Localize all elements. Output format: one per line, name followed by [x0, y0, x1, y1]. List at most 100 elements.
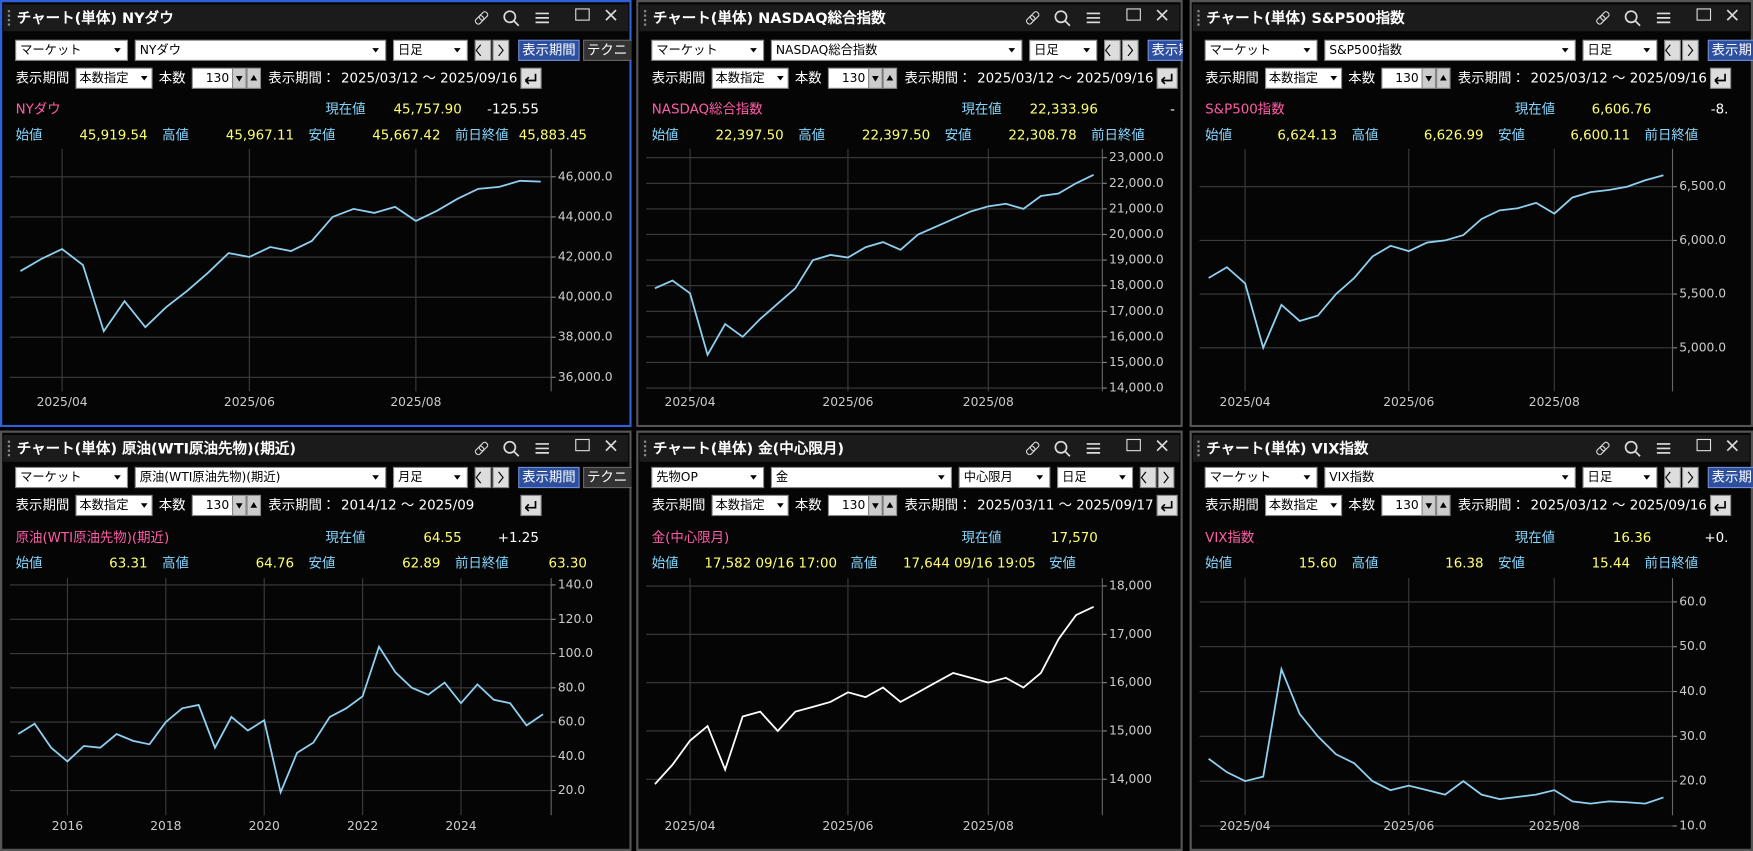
menu-icon[interactable]: [1086, 12, 1101, 24]
refresh-button[interactable]: [1156, 494, 1178, 517]
dropdown[interactable]: マーケット: [651, 39, 765, 61]
stat-value: 6,600.11: [1570, 128, 1630, 143]
window-icon[interactable]: [1696, 8, 1712, 21]
link-icon[interactable]: [474, 11, 489, 25]
refresh-button[interactable]: [1156, 67, 1178, 89]
close-icon[interactable]: [1156, 440, 1168, 452]
tech-button[interactable]: [583, 466, 633, 489]
dropdown[interactable]: マーケット: [15, 39, 129, 61]
nav-button[interactable]: [474, 39, 492, 61]
nav-button[interactable]: [1104, 39, 1121, 61]
link-icon[interactable]: [474, 441, 489, 456]
y-tick-label: 23,000.0: [1109, 150, 1164, 164]
search-part: [503, 10, 517, 24]
menu-icon[interactable]: [1086, 443, 1101, 454]
refresh-button[interactable]: [1709, 494, 1732, 517]
close-icon[interactable]: [1156, 9, 1168, 21]
nav-button[interactable]: [474, 466, 492, 489]
tech-button[interactable]: [583, 39, 633, 61]
x-tick-label: 2025/06: [1383, 819, 1434, 833]
search-part: [513, 20, 520, 27]
count-mode-dropdown[interactable]: 本数指定: [1264, 494, 1343, 517]
dropdown[interactable]: NASDAQ総合指数: [770, 39, 1023, 61]
dropdown[interactable]: S&P500指数: [1324, 39, 1576, 61]
count-mode-dropdown[interactable]: 本数指定: [1264, 67, 1343, 89]
x-tick-label: 2025/08: [1529, 819, 1580, 833]
nav-button[interactable]: [1121, 39, 1139, 61]
nav-button[interactable]: [1682, 39, 1699, 61]
period-button[interactable]: [1147, 39, 1208, 61]
refresh-button[interactable]: [1709, 67, 1732, 89]
dropdown[interactable]: 日足: [1582, 39, 1658, 61]
panel-title: チャート(単体) NASDAQ総合指数: [653, 9, 886, 27]
window-icon[interactable]: [575, 438, 590, 452]
stat-label: 始値: [1205, 127, 1232, 143]
y-tick-label: 20,000.0: [1109, 227, 1164, 241]
refresh-button[interactable]: [520, 67, 542, 89]
grip: [1197, 454, 1200, 457]
menu-icon[interactable]: [1656, 12, 1671, 24]
nav-button[interactable]: [1664, 39, 1681, 61]
dropdown[interactable]: 日足: [1057, 466, 1134, 489]
search-icon[interactable]: [503, 440, 520, 457]
menu-icon[interactable]: [535, 12, 549, 24]
count-mode-dropdown[interactable]: 本数指定: [75, 494, 153, 517]
dropdown[interactable]: 日足: [1582, 466, 1658, 489]
period-button[interactable]: [518, 466, 580, 489]
spin-arrow: [250, 74, 258, 81]
dropdown[interactable]: マーケット: [1204, 39, 1318, 61]
menu-icon[interactable]: [535, 443, 549, 454]
refresh-button[interactable]: [520, 494, 542, 517]
stat-label: 安値: [309, 127, 336, 143]
chart-panel: チャート(単体) NYダウマーケット NYダウ 日足 表示期間 テクニ表示期間 本数指定本…: [0, 0, 633, 428]
menu-icon[interactable]: [1656, 443, 1671, 454]
link-icon[interactable]: [1025, 11, 1040, 25]
close-icon[interactable]: [605, 440, 617, 452]
count-mode-dropdown[interactable]: 本数指定: [711, 494, 789, 517]
count-mode-dropdown[interactable]: 本数指定: [75, 67, 153, 89]
dropdown[interactable]: 先物OP: [651, 466, 765, 489]
dropdown[interactable]: 日足: [392, 39, 468, 61]
search-icon[interactable]: [503, 10, 520, 27]
close-icon[interactable]: [1726, 9, 1738, 21]
dropdown[interactable]: 原油(WTI原油先物)(期近): [134, 466, 387, 489]
dropdown[interactable]: 月足: [392, 466, 468, 489]
dropdown[interactable]: マーケット: [15, 466, 129, 489]
count-label: 本数: [159, 70, 186, 86]
link-icon[interactable]: [1596, 11, 1610, 25]
period-button[interactable]: [518, 39, 580, 61]
dropdown[interactable]: VIX指数: [1324, 466, 1576, 489]
link-icon[interactable]: [1025, 441, 1040, 456]
window-icon[interactable]: [1696, 438, 1712, 452]
search-icon[interactable]: [1624, 440, 1641, 457]
nav-button[interactable]: [1682, 466, 1699, 489]
count-mode-dropdown[interactable]: 本数指定: [711, 67, 789, 89]
window-icon[interactable]: [575, 8, 590, 21]
dropdown[interactable]: 金: [770, 466, 952, 489]
window-icon[interactable]: [1126, 438, 1141, 452]
dropdown[interactable]: 日足: [1029, 39, 1098, 61]
dropdown[interactable]: NYダウ: [134, 39, 387, 61]
grip: [7, 440, 11, 443]
link-icon[interactable]: [1596, 441, 1610, 456]
close-icon[interactable]: [605, 9, 617, 21]
period-label: 表示期間: [652, 70, 706, 86]
nav-button[interactable]: [492, 39, 510, 61]
search-icon[interactable]: [1624, 10, 1641, 27]
search-icon[interactable]: [1054, 440, 1071, 457]
nav-button[interactable]: [1664, 466, 1681, 489]
dropdown-arrow: [776, 503, 784, 508]
dropdown[interactable]: 中心限月: [958, 466, 1051, 489]
dropdown[interactable]: マーケット: [1204, 466, 1318, 489]
nav-button[interactable]: [492, 466, 510, 489]
stat-label: 始値: [652, 127, 679, 143]
period-button[interactable]: [1707, 39, 1753, 61]
dropdown-text: マーケット: [1210, 43, 1271, 57]
search-icon[interactable]: [1054, 10, 1071, 27]
window-icon[interactable]: [1126, 8, 1141, 21]
stat-label: 始値: [1205, 556, 1232, 572]
nav-button[interactable]: [1139, 466, 1157, 489]
close-icon[interactable]: [1726, 440, 1738, 452]
nav-button[interactable]: [1157, 466, 1175, 489]
period-button[interactable]: [1707, 466, 1753, 489]
